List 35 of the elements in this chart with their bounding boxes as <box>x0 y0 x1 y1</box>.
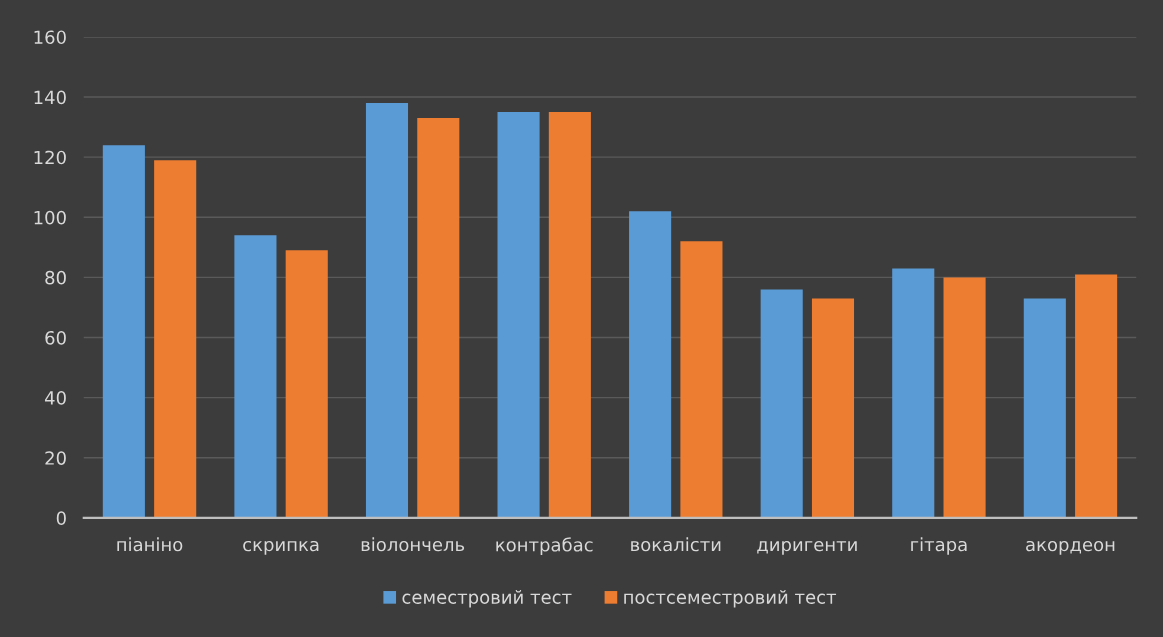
bar <box>1075 274 1118 518</box>
y-tick-label: 160 <box>34 30 66 45</box>
bar <box>892 268 935 518</box>
x-tick-label: вокалісти <box>631 537 721 552</box>
y-tick-label: 120 <box>34 150 66 165</box>
bar <box>497 112 540 518</box>
bar <box>811 298 855 518</box>
x-tick-label: віолончель <box>361 537 465 552</box>
bar <box>548 112 591 518</box>
bar <box>629 211 672 518</box>
bar <box>680 241 723 518</box>
bar <box>365 103 409 518</box>
y-tick-label: 100 <box>34 210 66 225</box>
x-tick-label: диригенти <box>757 540 857 555</box>
x-tick-label: контрабас <box>496 537 593 556</box>
x-tick-label: піаніно <box>117 537 183 552</box>
y-tick-label: 0 <box>56 511 66 525</box>
bar <box>1023 298 1066 518</box>
y-tick-label: 140 <box>34 90 66 105</box>
y-tick-label: 80 <box>45 270 66 285</box>
y-tick-label: 20 <box>45 451 66 465</box>
x-tick-label: гітара <box>911 537 967 555</box>
legend-label: постсеместровий тест <box>624 590 837 608</box>
x-tick-label: скрипка <box>243 540 319 555</box>
bar <box>417 118 460 518</box>
bar <box>154 160 197 518</box>
y-tick-label: 60 <box>45 330 66 345</box>
bar <box>943 277 986 518</box>
bar <box>285 250 328 518</box>
x-tick-label: акордеон <box>1026 540 1115 555</box>
bar <box>760 289 803 518</box>
y-tick-label: 40 <box>44 391 66 405</box>
bar <box>102 145 145 518</box>
legend-label: семестровий тест <box>402 590 572 608</box>
bar <box>234 235 277 518</box>
